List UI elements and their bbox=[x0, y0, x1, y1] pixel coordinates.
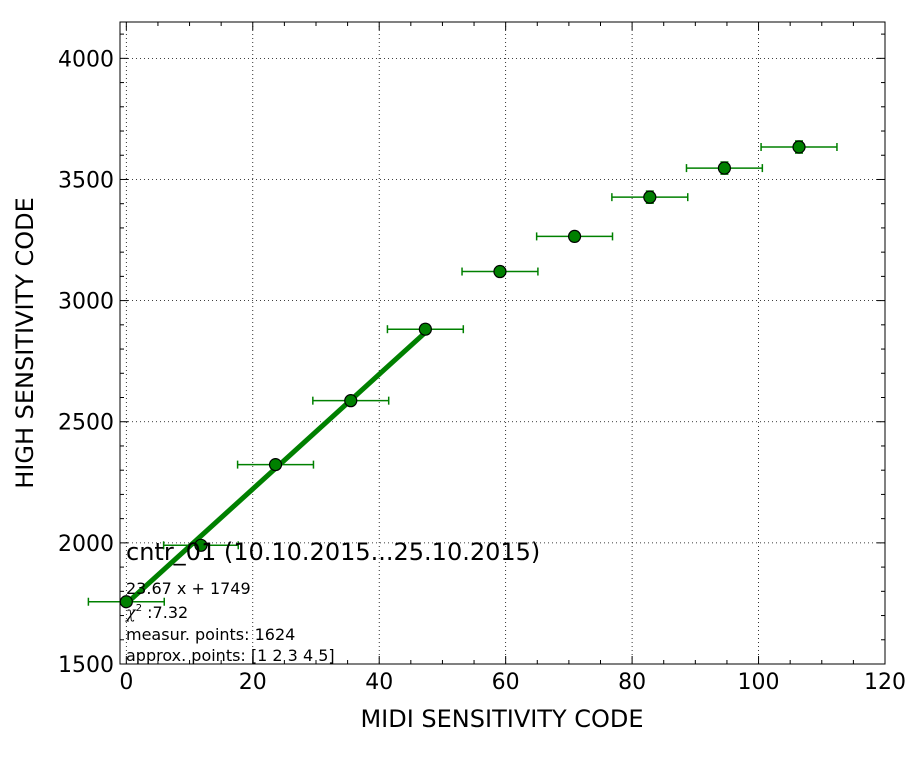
data-point bbox=[344, 394, 358, 408]
y-tick-label: 2500 bbox=[58, 411, 114, 436]
chi2-value: :7.32 bbox=[142, 603, 188, 622]
data-point bbox=[194, 538, 208, 552]
measured-points-label: measur. points: 1624 bbox=[126, 625, 295, 644]
data-point bbox=[792, 140, 806, 154]
x-axis-label: MIDI SENSITIVITY CODE bbox=[360, 705, 643, 733]
y-tick-label: 2000 bbox=[58, 532, 114, 557]
chi2-symbol: χ bbox=[125, 603, 137, 622]
data-point bbox=[493, 264, 507, 279]
data-point bbox=[567, 229, 582, 244]
x-tick-label: 80 bbox=[618, 670, 646, 695]
chi2-superscript: 2 bbox=[136, 603, 142, 614]
approx-points-label: approx. points: [1 2 3 4 5] bbox=[126, 646, 335, 665]
x-tick-label: 100 bbox=[738, 670, 780, 695]
data-point bbox=[418, 322, 432, 336]
x-tick-label: 20 bbox=[239, 670, 267, 695]
x-tick-label: 60 bbox=[492, 670, 520, 695]
y-tick-label: 1500 bbox=[58, 653, 114, 678]
y-axis-label: HIGH SENSITIVITY CODE bbox=[11, 197, 39, 489]
fit-equation: 23.67 x + 1749 bbox=[126, 579, 251, 598]
x-tick-label: 0 bbox=[119, 670, 133, 695]
data-point bbox=[268, 458, 283, 472]
y-tick-label: 3000 bbox=[58, 290, 114, 315]
y-tick-label: 3500 bbox=[58, 168, 114, 193]
plot-area bbox=[120, 22, 885, 664]
data-point bbox=[717, 161, 732, 175]
chart-title: cntr_01 (10.10.2015...25.10.2015) bbox=[126, 538, 540, 566]
chi2-label: χ2 :7.32 bbox=[125, 603, 188, 622]
y-tick-label: 4000 bbox=[58, 47, 114, 72]
data-point bbox=[643, 190, 657, 204]
x-tick-label: 40 bbox=[365, 670, 393, 695]
ticks: 0 20 40 60 80 100 120 1500 2000 2500 3000 3500 4000 bbox=[58, 22, 906, 695]
plot-background bbox=[120, 22, 885, 664]
plot-frame bbox=[119, 21, 886, 665]
data-points bbox=[119, 140, 806, 609]
x-tick-label: 120 bbox=[864, 670, 906, 695]
